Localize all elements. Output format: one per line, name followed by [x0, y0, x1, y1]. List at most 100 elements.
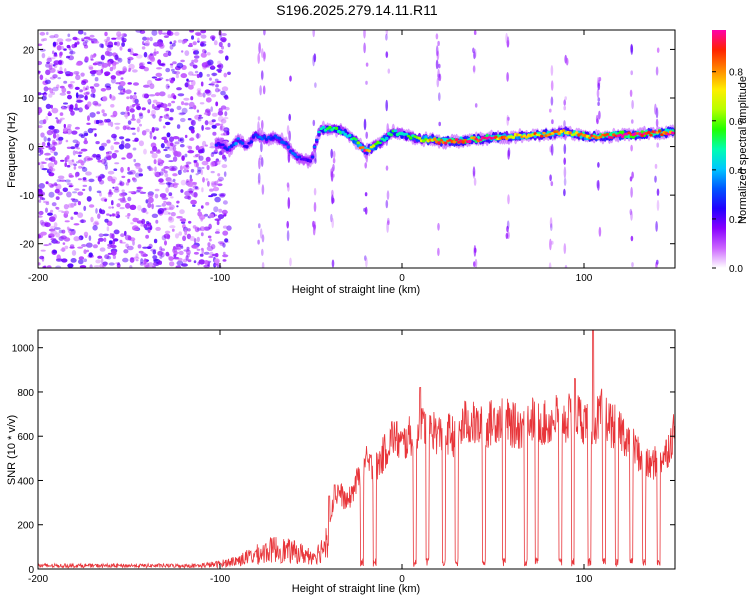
noise-streak: [630, 144, 633, 152]
noise-streak: [286, 125, 290, 135]
noise-speck: [105, 118, 111, 123]
noise-speck: [74, 86, 80, 90]
noise-speck: [201, 166, 205, 169]
spectrogram-ytick-label: -20: [20, 240, 35, 251]
ridge-cell: [371, 144, 376, 148]
noise-streak: [364, 162, 368, 169]
noise-speck: [38, 147, 42, 153]
noise-streak: [385, 199, 389, 209]
noise-streak: [436, 77, 440, 88]
noise-streak: [597, 79, 601, 87]
noise-speck: [66, 146, 72, 149]
noise-speck: [135, 165, 141, 169]
noise-streak: [656, 259, 659, 265]
colorbar-tick-label: 0.8: [729, 68, 743, 79]
noise-streak: [549, 217, 553, 229]
noise-speck: [111, 37, 117, 40]
noise-speck: [204, 144, 208, 147]
noise-speck: [41, 141, 46, 147]
ridge-cell: [321, 125, 326, 129]
ridge-cell: [404, 132, 409, 136]
noise-speck: [66, 44, 71, 49]
noise-speck: [91, 40, 94, 44]
ridge-cell: [454, 138, 459, 142]
noise-streak: [263, 30, 266, 36]
ridge-cell: [315, 138, 319, 142]
ridge-cell: [443, 141, 448, 145]
noise-speck: [222, 251, 226, 255]
ridge-cell: [249, 140, 254, 144]
noise-speck: [222, 128, 228, 131]
noise-speck: [107, 191, 114, 196]
noise-speck: [224, 96, 229, 100]
noise-speck: [155, 219, 159, 224]
colorbar-tick-label: 0.4: [729, 166, 743, 177]
noise-speck: [160, 143, 165, 149]
noise-speck: [146, 221, 150, 225]
noise-speck: [64, 210, 69, 215]
noise-speck: [153, 262, 157, 265]
noise-speck: [115, 262, 118, 265]
noise-speck: [38, 70, 41, 73]
noise-speck: [108, 262, 115, 266]
noise-streak: [435, 59, 439, 70]
ridge-cell: [310, 155, 315, 159]
ridge-cell: [308, 159, 313, 163]
snr-ytick-label: 200: [17, 521, 34, 532]
noise-speck: [155, 128, 159, 131]
noise-speck: [186, 233, 191, 240]
noise-speck: [50, 104, 53, 109]
noise-speck: [193, 245, 199, 249]
noise-speck: [40, 231, 47, 236]
noise-streak: [260, 141, 263, 153]
noise-streak: [473, 30, 477, 35]
noise-streak: [365, 257, 368, 268]
noise-speck: [53, 129, 60, 134]
noise-speck: [141, 218, 146, 225]
noise-speck: [70, 110, 75, 116]
noise-speck: [196, 227, 202, 231]
noise-speck: [165, 251, 170, 257]
noise-speck: [189, 236, 195, 241]
noise-speck: [204, 260, 209, 265]
noise-speck: [116, 203, 121, 208]
noise-speck: [48, 166, 53, 173]
noise-speck: [220, 37, 227, 43]
noise-speck: [169, 63, 174, 66]
noise-speck: [193, 55, 200, 59]
noise-speck: [49, 35, 56, 39]
noise-speck: [45, 202, 50, 206]
noise-speck: [194, 70, 199, 74]
noise-speck: [200, 81, 204, 87]
noise-speck: [215, 160, 222, 163]
noise-speck: [59, 92, 66, 96]
ridge-cell: [330, 128, 334, 132]
noise-speck: [131, 113, 135, 120]
noise-speck: [176, 62, 184, 69]
noise-speck: [38, 43, 43, 47]
noise-speck: [64, 179, 71, 183]
noise-streak: [437, 247, 440, 257]
noise-speck: [104, 31, 108, 37]
noise-speck: [187, 150, 195, 154]
noise-streak: [630, 70, 633, 76]
ridge-cell: [620, 134, 625, 139]
noise-speck: [129, 265, 133, 268]
ridge-cell: [408, 136, 413, 140]
noise-speck: [197, 37, 200, 42]
noise-streak: [596, 180, 599, 189]
noise-speck: [117, 57, 123, 63]
noise-streak: [506, 39, 510, 48]
noise-speck: [167, 94, 172, 99]
noise-speck: [196, 109, 200, 113]
noise-speck: [191, 119, 196, 126]
noise-speck: [74, 42, 78, 48]
noise-streak: [564, 264, 568, 268]
noise-speck: [157, 41, 164, 47]
noise-speck: [197, 118, 202, 122]
noise-speck: [170, 167, 177, 172]
noise-speck: [222, 242, 226, 248]
noise-speck: [102, 112, 108, 117]
noise-speck: [190, 96, 194, 101]
ridge-cell: [660, 133, 664, 137]
